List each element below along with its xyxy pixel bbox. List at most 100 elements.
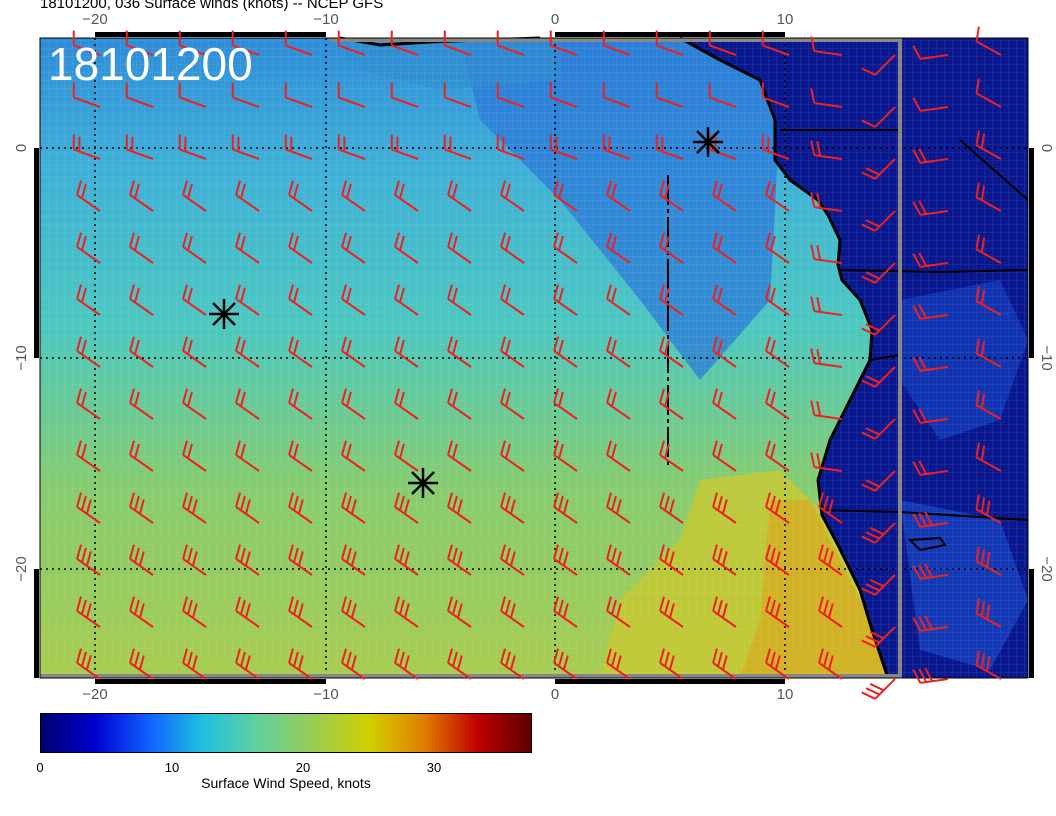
wind-barb <box>447 232 472 264</box>
wind-barb <box>712 648 737 680</box>
lat-tick-label: −20 <box>1038 556 1055 581</box>
wind-barb <box>810 36 843 56</box>
wind-barb <box>712 388 737 420</box>
wind-barb <box>129 388 154 420</box>
wind-barb <box>394 284 419 316</box>
wind-barb <box>712 180 737 212</box>
wind-barb <box>341 544 366 576</box>
wind-barb <box>861 678 896 700</box>
wind-barb <box>606 492 631 524</box>
valid-time-label: 18101200 <box>48 38 253 90</box>
lat-tick-label: −10 <box>1038 345 1055 370</box>
colorbar-tick: 0 <box>36 760 44 775</box>
wind-barb <box>861 418 896 440</box>
wind-barb <box>818 492 843 524</box>
wind-barb <box>975 442 1002 472</box>
wind-barb <box>659 440 684 472</box>
wind-barb <box>72 134 101 160</box>
wind-barb <box>235 180 260 212</box>
wind-barb <box>390 30 419 56</box>
wind-barb <box>288 180 313 212</box>
wind-barb <box>235 648 260 680</box>
wind-barb <box>76 388 101 420</box>
wind-barb <box>712 440 737 472</box>
wind-barb <box>765 440 790 472</box>
wind-barb <box>341 440 366 472</box>
wind-barb <box>447 180 472 212</box>
wind-barb <box>602 30 631 56</box>
wind-barb <box>500 492 525 524</box>
wind-barb <box>231 134 260 160</box>
wind-barb <box>447 544 472 576</box>
wind-barb <box>500 336 525 368</box>
wind-barb <box>659 232 684 264</box>
colorbar <box>40 713 532 753</box>
wind-barb <box>447 648 472 680</box>
wind-barb <box>182 284 207 316</box>
wind-barb <box>341 492 366 524</box>
wind-barb <box>861 106 896 128</box>
wind-barb <box>284 82 313 108</box>
wind-barb <box>500 180 525 212</box>
wind-barb <box>500 544 525 576</box>
wind-barb <box>659 180 684 212</box>
wind-barb <box>394 440 419 472</box>
wind-barb <box>394 388 419 420</box>
wind-barb <box>341 180 366 212</box>
wind-barb <box>390 134 419 160</box>
wind-barb <box>912 667 949 684</box>
wind-barb <box>975 598 1002 628</box>
wind-barb <box>810 452 843 472</box>
wind-barb <box>288 284 313 316</box>
wind-barb <box>655 30 684 56</box>
wind-barb <box>975 182 1002 212</box>
wind-barb <box>765 284 790 316</box>
wind-barb <box>182 648 207 680</box>
wind-barb <box>284 134 313 160</box>
wind-barb <box>818 648 843 680</box>
wind-barb <box>553 492 578 524</box>
wind-barb <box>712 544 737 576</box>
wind-barb <box>912 563 949 580</box>
wind-barb <box>861 158 896 180</box>
wind-barb <box>659 492 684 524</box>
wind-barb <box>337 82 366 108</box>
wind-barb <box>178 30 207 56</box>
lat-tick-label: 0 <box>13 144 30 152</box>
lon-tick-label: −20 <box>82 11 107 28</box>
wind-barb <box>500 596 525 628</box>
wind-barb <box>235 388 260 420</box>
wind-barb <box>129 232 154 264</box>
wind-barb <box>606 648 631 680</box>
wind-map[interactable]: −20 −10 0 10 −20 −10 0 10 0 −10 −20 0 −1… <box>0 0 1056 700</box>
wind-barb <box>810 296 843 316</box>
wind-barb <box>447 388 472 420</box>
lon-tick-label: 10 <box>777 686 794 700</box>
wind-barb <box>549 82 578 108</box>
wind-barb <box>288 492 313 524</box>
lon-tick-label: 0 <box>551 686 559 700</box>
lon-tick-label: 10 <box>777 11 794 28</box>
wind-barb <box>500 440 525 472</box>
wind-barb <box>912 304 949 320</box>
wind-barb <box>659 336 684 368</box>
wind-barb <box>765 596 790 628</box>
wind-barb <box>912 511 949 528</box>
colorbar-title: Surface Wind Speed, knots <box>201 775 371 791</box>
wind-barb <box>235 596 260 628</box>
page-title: 18101200, 036 Surface winds (knots) -- N… <box>40 0 384 12</box>
wind-barb <box>231 30 260 56</box>
wind-barb <box>288 232 313 264</box>
wind-barb <box>231 82 260 108</box>
wind-barb <box>912 408 949 424</box>
wind-barb <box>235 336 260 368</box>
lon-tick-label: −10 <box>313 11 338 28</box>
wind-barb <box>447 492 472 524</box>
wind-barb <box>606 284 631 316</box>
colorbar-tick: 20 <box>295 760 311 775</box>
wind-barb <box>975 286 1002 316</box>
wind-barb <box>129 180 154 212</box>
wind-barb <box>553 544 578 576</box>
wind-barb <box>861 54 896 76</box>
wind-barb <box>553 596 578 628</box>
